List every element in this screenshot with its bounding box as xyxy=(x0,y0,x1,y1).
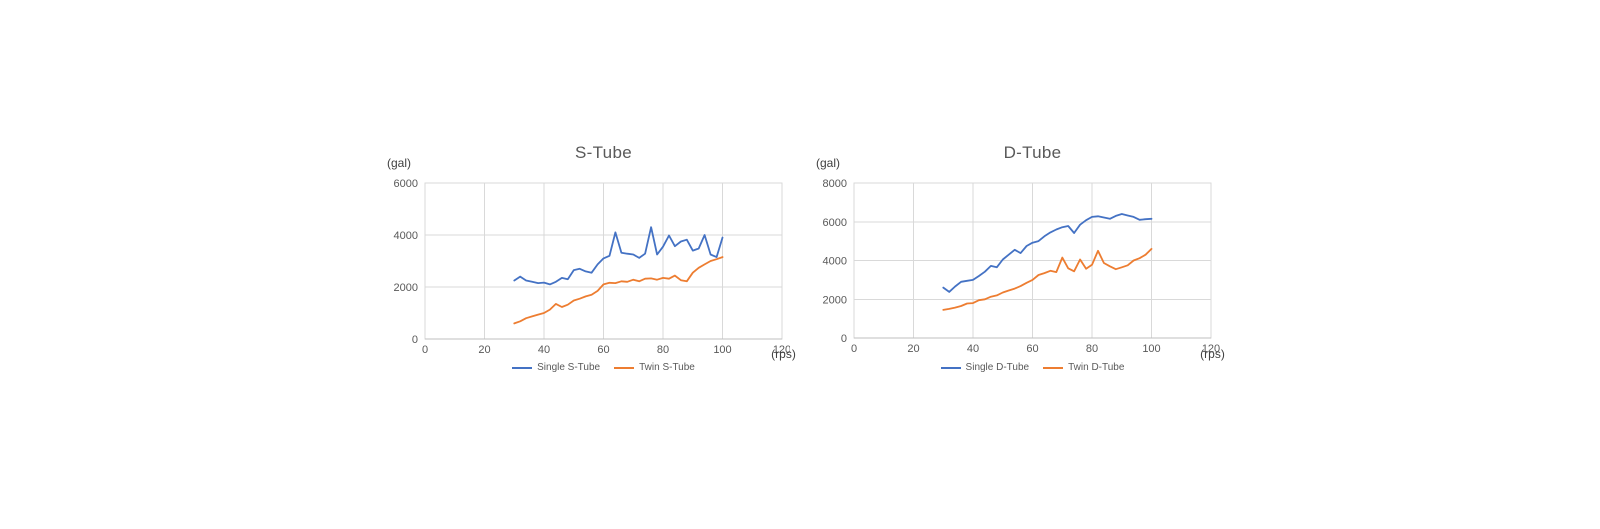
y-tick-label: 6000 xyxy=(823,217,847,229)
s-tube-plot-area: 0 20 40 60 80 100 120 0 2000 4000 6000 xyxy=(394,178,790,356)
twin-s-tube-line xyxy=(513,256,724,325)
y-axis-unit-label: (gal) xyxy=(386,156,411,170)
x-tick-label: 80 xyxy=(1086,343,1098,355)
x-tick-label: 40 xyxy=(967,343,979,355)
y-tick-label: 4000 xyxy=(823,256,847,268)
y-tick-label: 2000 xyxy=(394,282,418,294)
y-tick-label: 6000 xyxy=(394,178,418,190)
legend-s-tube: Single S-Tube Twin S-Tube xyxy=(425,362,782,373)
legend-item-single-d-tube: Single D-Tube xyxy=(940,362,1030,373)
y-tick-label: 4000 xyxy=(394,230,418,242)
legend-item-single-s-tube: Single S-Tube xyxy=(512,362,600,373)
legend-label: Twin S-Tube xyxy=(639,362,695,373)
line-swatch-icon xyxy=(940,366,961,369)
y-tick-label: 8000 xyxy=(823,178,847,190)
y-tick-label: 0 xyxy=(412,334,418,346)
y-tick-label: 2000 xyxy=(823,294,847,306)
legend-label: Single D-Tube xyxy=(965,362,1030,373)
x-tick-label: 60 xyxy=(597,344,609,356)
twin-d-tube-line xyxy=(942,248,1153,311)
x-tick-label: 100 xyxy=(1142,343,1160,355)
legend-item-twin-d-tube: Twin D-Tube xyxy=(1043,362,1124,373)
line-swatch-icon xyxy=(1043,366,1064,369)
x-tick-label: 100 xyxy=(713,344,731,356)
x-tick-label: 80 xyxy=(657,344,669,356)
chart-title-d-tube: D-Tube xyxy=(1003,143,1062,162)
line-swatch-icon xyxy=(512,366,533,369)
x-tick-label: 20 xyxy=(478,344,490,356)
single-s-tube-line xyxy=(513,226,724,286)
y-axis-unit-label: (gal) xyxy=(815,156,840,170)
legend-d-tube: Single D-Tube Twin D-Tube xyxy=(854,362,1211,373)
legend-label: Single S-Tube xyxy=(537,362,601,373)
chart-title-s-tube: S-Tube xyxy=(575,143,632,162)
d-tube-plot-area: 0 20 40 60 80 100 120 0 2000 4000 6000 8000 xyxy=(823,178,1220,355)
x-tick-label: 20 xyxy=(907,343,919,355)
x-axis-unit-label: (rps) xyxy=(771,347,796,361)
chart-s-tube: S-Tube (gal) 0 20 40 60 80 100 120 0 2000 4000 600… xyxy=(370,135,796,390)
x-tick-label: 120 xyxy=(773,344,790,356)
x-tick-label: 0 xyxy=(851,343,857,355)
x-tick-label: 40 xyxy=(538,344,550,356)
x-tick-label: 120 xyxy=(1202,343,1220,355)
x-tick-label: 60 xyxy=(1026,343,1038,355)
x-tick-label: 0 xyxy=(422,344,428,356)
y-tick-label: 0 xyxy=(841,333,847,345)
chart-d-tube: D-Tube (gal) 0 20 40 60 80 100 120 0 2000 4000 600… xyxy=(790,135,1225,390)
x-axis-unit-label: (rps) xyxy=(1200,347,1225,361)
line-swatch-icon xyxy=(614,366,635,369)
single-d-tube-line xyxy=(942,213,1153,293)
legend-item-twin-s-tube: Twin S-Tube xyxy=(614,362,695,373)
legend-label: Twin D-Tube xyxy=(1068,362,1125,373)
